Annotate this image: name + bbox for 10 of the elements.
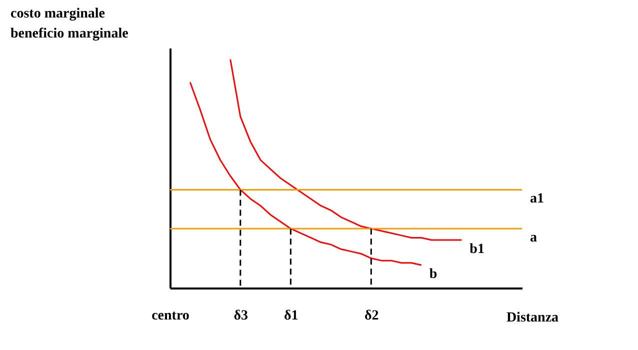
- series-label: b: [429, 267, 438, 282]
- x-tick-label: δ2: [364, 308, 379, 324]
- x-axis-title: Distanza: [506, 310, 559, 326]
- y-axis-title: costo marginale beneficio marginale: [10, 6, 128, 42]
- series-label: b1: [470, 242, 484, 257]
- series-label: a1: [530, 192, 544, 207]
- x-tick-label: δ1: [284, 308, 298, 324]
- series-label: a: [530, 230, 537, 246]
- x-tick-label: δ3: [234, 308, 248, 324]
- x-tick-label: centro: [152, 308, 190, 324]
